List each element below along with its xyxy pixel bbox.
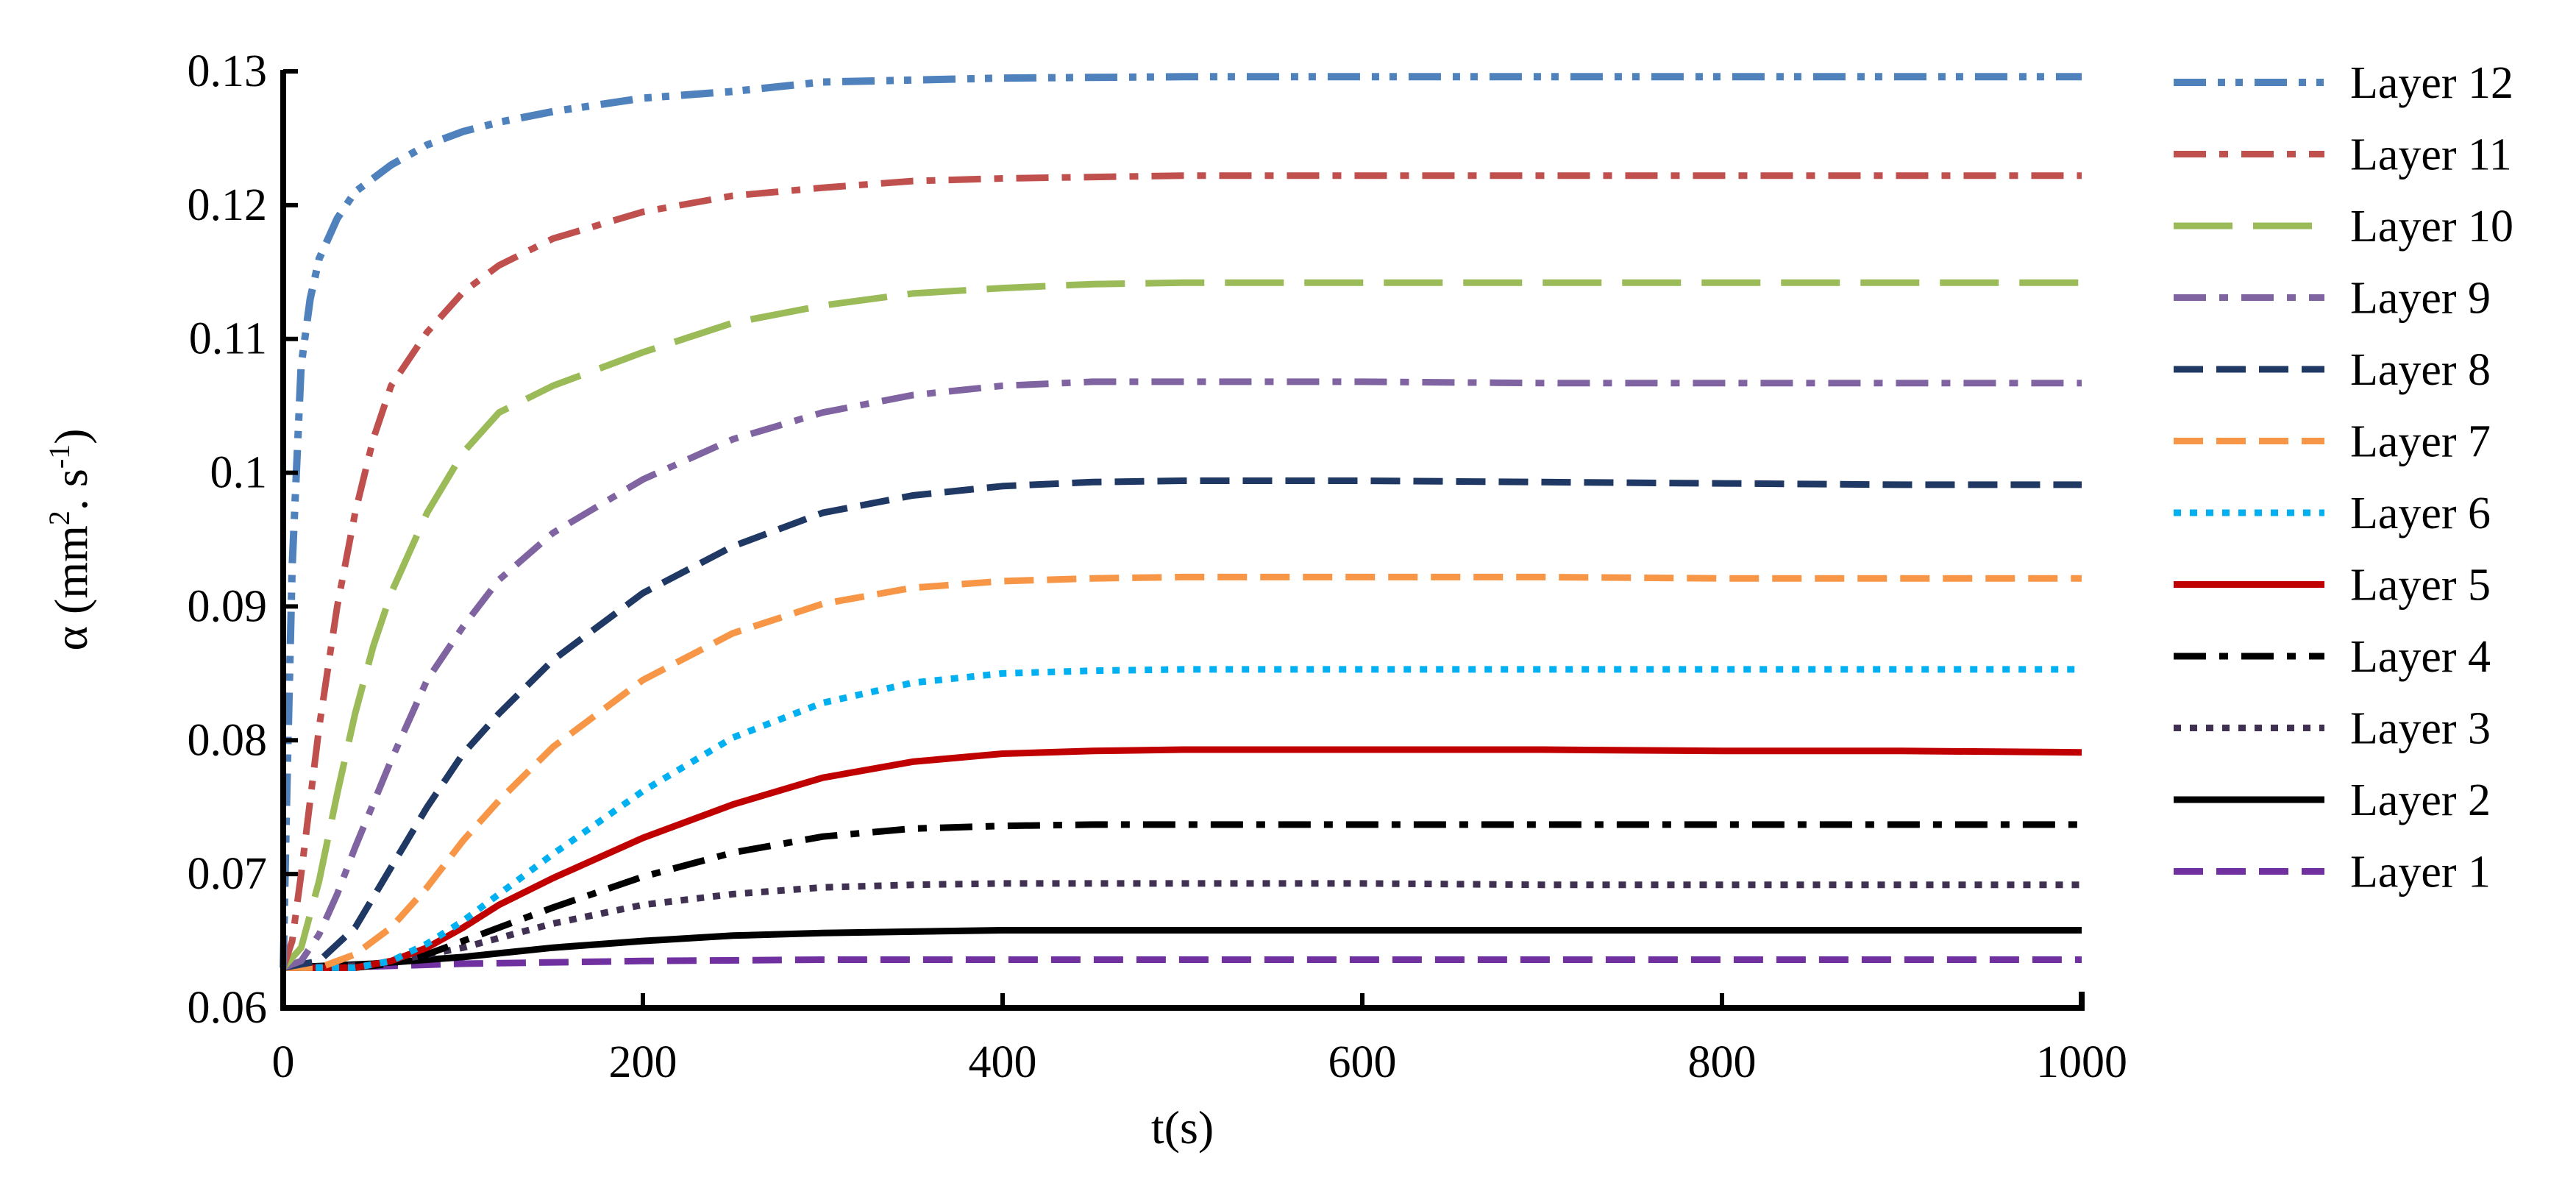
series-line-layer-5 [283, 746, 2082, 971]
legend-item-layer-2: Layer 2 [2174, 775, 2491, 825]
x-tick-label: 1000 [2036, 1037, 2127, 1087]
legend-label: Layer 12 [2350, 58, 2513, 108]
legend-label: Layer 9 [2350, 274, 2491, 324]
y-tick-label: 0.09 [188, 581, 268, 631]
legend-label: Layer 10 [2350, 202, 2513, 252]
y-axis-ticks: 0.06 0.07 0.08 0.09 0.1 0.11 0.12 0.13 [188, 46, 298, 1033]
y-tick-label: 0.06 [188, 983, 268, 1033]
x-axis-title: t(s) [1151, 1101, 1214, 1154]
series-line-layer-4 [283, 821, 2082, 971]
y-axis-title-mid: . s [45, 469, 97, 511]
legend-label: Layer 2 [2350, 775, 2491, 825]
y-axis-title-sup1: 2 [43, 511, 76, 525]
legend-label: Layer 5 [2350, 561, 2491, 611]
y-tick-label: 0.12 [188, 180, 268, 230]
legend-item-layer-11: Layer 11 [2174, 130, 2512, 180]
legend-label: Layer 4 [2350, 632, 2491, 682]
legend-label: Layer 11 [2350, 130, 2512, 180]
x-tick-label: 800 [1688, 1037, 1757, 1087]
x-tick-label: 600 [1328, 1037, 1397, 1087]
y-tick-label: 0.08 [188, 715, 268, 765]
x-tick-label: 200 [609, 1037, 677, 1087]
series-layer [280, 73, 2082, 971]
series-line-layer-9 [282, 378, 2082, 971]
y-axis-title: α (mm2. s-1) [43, 429, 97, 651]
legend: Layer 12 Layer 11 Layer 10 Layer 9 Layer 8 La… [2174, 58, 2513, 898]
series-line-layer-11 [280, 172, 2082, 969]
y-axis-title-main: α (mm [45, 525, 97, 650]
legend-label: Layer 8 [2350, 345, 2491, 395]
series-line-layer-2 [282, 927, 2082, 971]
legend-item-layer-6: Layer 6 [2174, 488, 2491, 539]
legend-label: Layer 1 [2350, 847, 2491, 898]
series-line-layer-10 [280, 279, 2082, 970]
legend-item-layer-1: Layer 1 [2174, 847, 2491, 898]
series-line-layer-1 [282, 956, 2082, 971]
y-tick-label: 0.07 [188, 849, 268, 899]
series-line-layer-7 [283, 573, 2082, 971]
series-line-layer-12 [280, 73, 2082, 968]
legend-label: Layer 3 [2350, 704, 2491, 754]
series-line-layer-8 [282, 477, 2082, 971]
legend-label: Layer 7 [2350, 417, 2491, 467]
y-axis-title-end: ) [45, 429, 97, 444]
legend-item-layer-10: Layer 10 [2174, 202, 2513, 252]
y-tick-label: 0.1 [210, 448, 268, 498]
x-tick-label: 400 [969, 1037, 1037, 1087]
series-line-layer-3 [282, 880, 2082, 971]
legend-item-layer-8: Layer 8 [2174, 345, 2491, 395]
y-tick-label: 0.13 [188, 46, 268, 96]
x-axis-ticks: 0 200 400 600 800 1000 [272, 993, 2127, 1087]
legend-item-layer-3: Layer 3 [2174, 704, 2491, 754]
axis-frame [280, 70, 2085, 1011]
legend-item-layer-4: Layer 4 [2174, 632, 2491, 682]
axes-layer [280, 70, 2085, 1011]
legend-label: Layer 6 [2350, 488, 2491, 539]
legend-item-layer-12: Layer 12 [2174, 58, 2513, 108]
y-tick-label: 0.11 [189, 314, 267, 364]
legend-item-layer-9: Layer 9 [2174, 274, 2491, 324]
legend-item-layer-7: Layer 7 [2174, 417, 2491, 467]
x-tick-label: 0 [272, 1037, 295, 1087]
series-line-layer-6 [283, 666, 2082, 971]
legend-item-layer-5: Layer 5 [2174, 561, 2491, 611]
y-axis-title-sup2: -1 [43, 444, 76, 469]
